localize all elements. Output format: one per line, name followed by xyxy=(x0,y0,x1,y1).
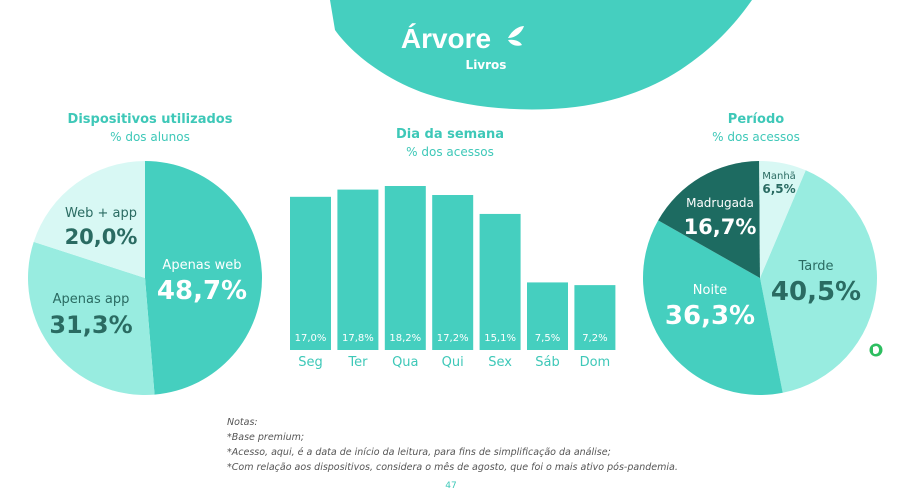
bar-sex xyxy=(479,213,521,350)
bar-category-sex: Sex xyxy=(488,355,512,370)
bar-category-dom: Dom xyxy=(580,355,611,370)
bar-seg xyxy=(290,196,331,350)
pie-slice-madrugada xyxy=(658,161,760,278)
period-title: Período xyxy=(727,112,785,127)
pie-devices: Apenas web 48,7% Apenas app 31,3% Web + app 2… xyxy=(27,161,263,395)
pie-slice-manha xyxy=(759,161,806,278)
slice-value-web-app: 20,0% xyxy=(65,225,138,249)
pie-slice-noite xyxy=(642,220,783,396)
bar-category-qua: Qua xyxy=(392,355,418,370)
bar-category-qui: Qui xyxy=(442,355,464,370)
slice-label-apenas-web: Apenas web xyxy=(162,258,241,273)
bar-chart-weekday: 17,0% Seg 17,8% Ter 18,2% Qua 17,2% Qui 15,1% Sex… xyxy=(290,186,616,370)
bar-sab xyxy=(527,282,568,350)
slice-label-web-app: Web + app xyxy=(65,206,137,221)
brand-sub: Livros xyxy=(466,58,507,72)
notes-heading: Notas: xyxy=(227,417,258,428)
slice-value-apenas-web: 48,7% xyxy=(157,276,247,306)
pie-slice-apenas-web xyxy=(145,161,263,395)
note-line: *Com relação aos dispositivos, considera… xyxy=(227,462,678,473)
bar-qui xyxy=(432,195,474,350)
weekday-title: Dia da semana xyxy=(395,127,505,142)
bar-value-qua: 18,2% xyxy=(389,333,421,344)
bar-category-seg: Seg xyxy=(298,355,323,370)
bar-value-dom: 7,2% xyxy=(582,333,607,344)
devices-title: Dispositivos utilizados xyxy=(67,112,233,127)
slice-value-noite: 36,3% xyxy=(665,301,755,331)
bar-dom xyxy=(574,285,616,350)
slice-label-madrugada: Madrugada xyxy=(686,196,754,210)
slice-label-noite: Noite xyxy=(693,283,727,298)
note-line: *Acesso, aqui, é a data de início da lei… xyxy=(227,447,611,458)
slice-value-tarde: 40,5% xyxy=(771,277,861,307)
header-blob xyxy=(330,0,752,110)
bar-category-ter: Ter xyxy=(347,355,368,370)
slice-value-apenas-app: 31,3% xyxy=(49,311,132,339)
slice-label-manha: Manhã xyxy=(762,171,796,182)
slice-label-tarde: Tarde xyxy=(797,259,833,274)
leaf-icon xyxy=(508,26,524,46)
pie-slice-tarde xyxy=(760,170,877,393)
slice-value-madrugada: 16,7% xyxy=(684,215,757,239)
pie-period: Tarde 40,5% Noite 36,3% Madrugada 16,7% Manhã6… xyxy=(642,161,877,396)
bar-qua xyxy=(384,186,426,350)
slice-value-manha: 6,5% xyxy=(762,182,795,196)
slice-label-apenas-app: Apenas app xyxy=(53,292,130,307)
bar-value-ter: 17,8% xyxy=(342,333,374,344)
bar-category-sab: Sáb xyxy=(535,355,559,370)
period-subtitle: % dos acessos xyxy=(712,130,800,144)
page-number: 47 xyxy=(445,481,457,491)
weekday-subtitle: % dos acessos xyxy=(406,145,494,159)
note-line: *Base premium; xyxy=(227,432,305,443)
brand-name: Árvore xyxy=(401,23,491,54)
evernote-icon[interactable] xyxy=(869,343,883,357)
bar-ter xyxy=(337,189,379,350)
pie-slice-apenas-app xyxy=(27,241,155,395)
devices-subtitle: % dos alunos xyxy=(110,130,190,144)
notes: Notas: *Base premium; *Acesso, aqui, é a… xyxy=(227,415,678,475)
pie-slice-web-app xyxy=(33,161,145,278)
bar-value-sex: 15,1% xyxy=(484,333,516,344)
bar-value-sab: 7,5% xyxy=(535,333,560,344)
bar-value-qui: 17,2% xyxy=(437,333,469,344)
bar-value-seg: 17,0% xyxy=(295,333,327,344)
